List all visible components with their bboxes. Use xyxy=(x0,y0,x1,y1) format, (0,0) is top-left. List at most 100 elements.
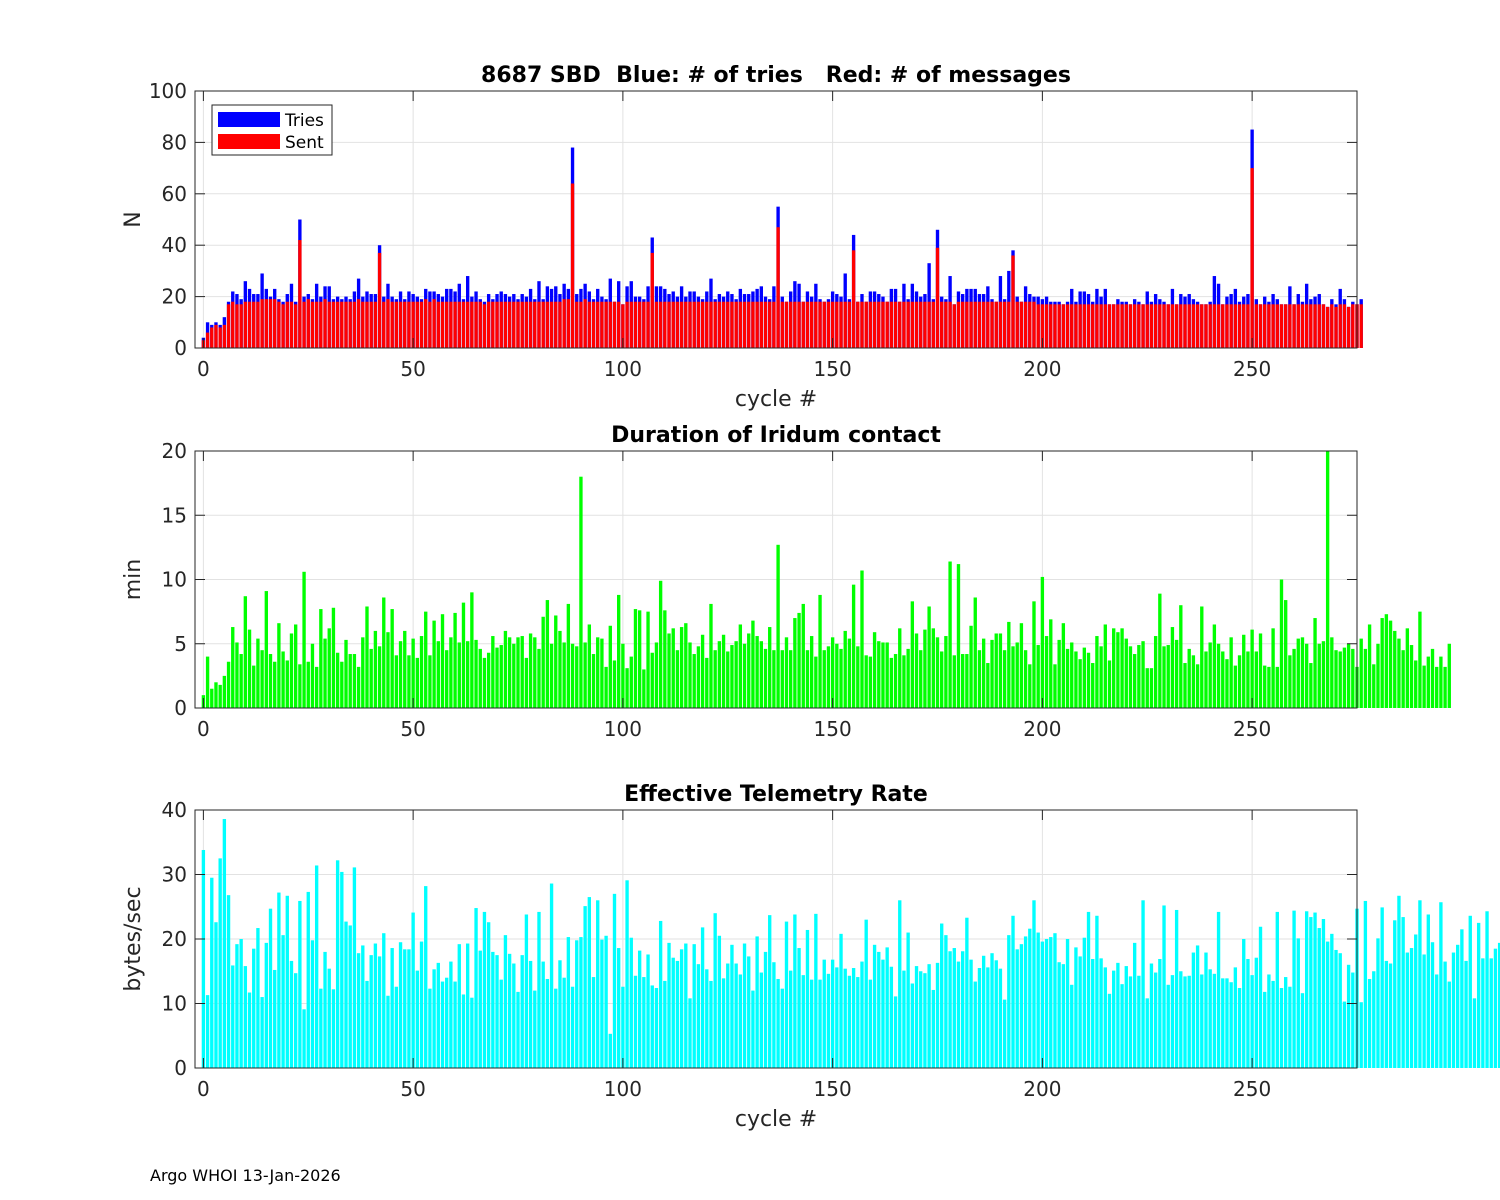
x-tick-label: 50 xyxy=(400,717,425,741)
bar xyxy=(1091,958,1095,1068)
bar xyxy=(596,637,600,708)
bar-sent xyxy=(470,301,474,348)
bar xyxy=(1086,652,1091,708)
bar xyxy=(713,913,717,1068)
bar-sent xyxy=(898,301,902,348)
bar xyxy=(940,651,944,708)
bar xyxy=(1162,646,1166,708)
bar xyxy=(1229,637,1233,708)
bar-sent xyxy=(436,301,440,348)
bar xyxy=(906,932,910,1068)
bar xyxy=(1292,648,1296,708)
bar xyxy=(1300,637,1305,708)
bar-sent xyxy=(960,301,965,348)
bar xyxy=(1166,984,1170,1068)
bar xyxy=(893,654,898,708)
bar xyxy=(1036,645,1040,708)
bar-sent xyxy=(252,301,256,348)
bar-sent xyxy=(1300,304,1305,348)
bar xyxy=(361,945,365,1068)
bar xyxy=(1401,650,1405,708)
y-tick-label: 40 xyxy=(162,233,187,257)
bar-sent xyxy=(1145,304,1149,348)
bar-sent xyxy=(885,301,889,348)
bar xyxy=(881,959,885,1068)
bar xyxy=(252,665,256,708)
bar xyxy=(960,654,965,708)
bar-sent xyxy=(495,301,499,348)
bar xyxy=(1011,646,1015,708)
bar xyxy=(1019,623,1024,708)
bar xyxy=(1497,942,1500,1068)
bar xyxy=(898,628,902,708)
bar xyxy=(226,895,231,1068)
bar xyxy=(390,948,394,1068)
bar-sent xyxy=(1208,304,1212,348)
bar-sent xyxy=(1254,304,1258,348)
bar xyxy=(1158,593,1162,708)
bar-sent xyxy=(730,301,734,348)
x-tick-label: 150 xyxy=(814,1077,852,1101)
bar-sent xyxy=(231,301,235,348)
bar-sent xyxy=(1137,304,1141,348)
bar xyxy=(1070,984,1074,1068)
bar xyxy=(830,959,835,1068)
bar xyxy=(835,643,839,708)
bar xyxy=(549,643,554,708)
bar-sent xyxy=(755,301,759,348)
bar-sent xyxy=(751,301,755,348)
bar-sent xyxy=(570,183,575,348)
bar xyxy=(608,625,612,708)
bar xyxy=(629,656,633,708)
bar-sent xyxy=(1011,255,1015,348)
bar-sent xyxy=(747,301,751,348)
bar xyxy=(495,647,499,708)
bar xyxy=(382,597,386,708)
bar xyxy=(1221,651,1225,708)
bar xyxy=(1372,664,1376,708)
bar-sent xyxy=(247,301,252,348)
bar xyxy=(868,979,873,1068)
bar xyxy=(365,606,369,708)
bar-sent xyxy=(335,301,340,348)
bar xyxy=(298,900,302,1068)
bar-sent xyxy=(973,301,977,348)
bar xyxy=(696,646,701,708)
bar xyxy=(998,633,1003,708)
bar xyxy=(465,641,470,708)
bar-sent xyxy=(306,299,310,348)
bar xyxy=(965,654,969,708)
chart-title: Duration of Iridum contact xyxy=(611,423,941,448)
bar-sent xyxy=(889,301,894,348)
bar xyxy=(977,650,982,708)
bar xyxy=(457,642,461,708)
y-tick-label: 15 xyxy=(162,503,187,527)
bar xyxy=(1388,620,1393,708)
bar xyxy=(1456,944,1460,1068)
bar xyxy=(1053,933,1057,1068)
bar xyxy=(1376,643,1380,708)
bar xyxy=(1070,642,1074,708)
bar xyxy=(944,636,948,708)
bar-sent xyxy=(1128,304,1133,348)
bar xyxy=(981,638,986,708)
bar xyxy=(1200,606,1204,708)
bar xyxy=(1430,942,1435,1068)
bar xyxy=(889,657,894,708)
bar xyxy=(835,967,839,1068)
bar xyxy=(654,988,659,1068)
bar-sent xyxy=(621,304,625,348)
bar xyxy=(382,933,386,1068)
bar xyxy=(323,951,327,1068)
bar xyxy=(864,919,868,1068)
bar xyxy=(671,628,675,708)
bar xyxy=(1049,937,1053,1068)
bar xyxy=(562,642,566,708)
bar xyxy=(1271,628,1275,708)
bar xyxy=(1208,969,1212,1068)
bar-sent xyxy=(965,301,969,348)
bar xyxy=(445,650,449,708)
bar xyxy=(373,943,378,1068)
y-axis-label: N xyxy=(121,211,146,227)
bar xyxy=(797,612,801,708)
